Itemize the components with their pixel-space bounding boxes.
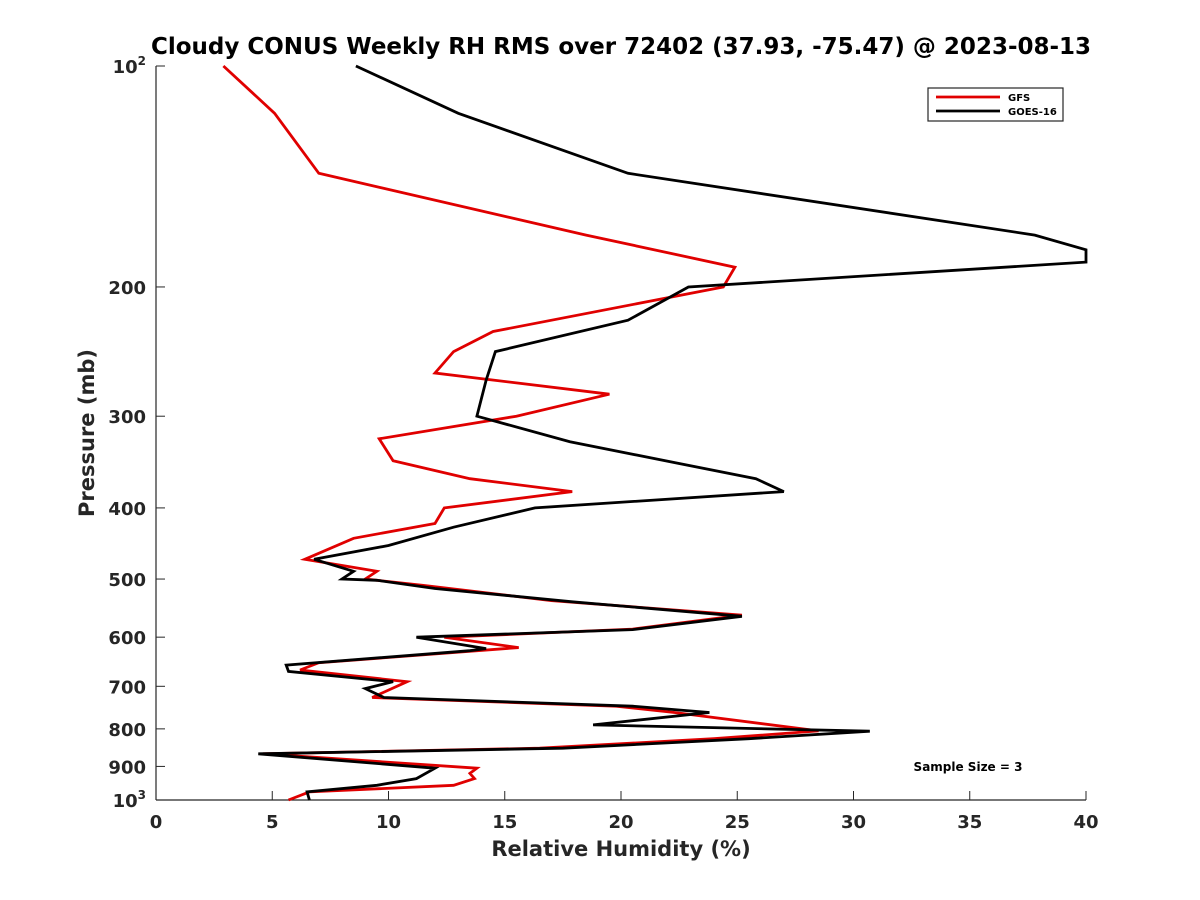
y-tick-base: 900 — [108, 757, 146, 778]
x-tick-label: 35 — [957, 812, 982, 833]
x-tick-label: 25 — [725, 812, 750, 833]
y-tick-label: 600 — [108, 628, 146, 649]
x-tick-label: 15 — [492, 812, 517, 833]
chart-title: Cloudy CONUS Weekly RH RMS over 72402 (3… — [151, 34, 1091, 60]
x-axis-label: Relative Humidity (%) — [491, 837, 750, 861]
legend-label: GOES-16 — [1008, 107, 1057, 118]
x-axis-ticks: 0 5 10 15 20 25 30 35 40 — [150, 791, 1099, 833]
y-tick-label: 400 — [108, 499, 146, 520]
x-tick-label: 5 — [266, 812, 279, 833]
y-tick-base: 800 — [108, 720, 146, 741]
x-tick-label: 20 — [608, 812, 633, 833]
x-tick-label: 0 — [150, 812, 163, 833]
y-tick-label: 800 — [108, 720, 146, 741]
series-group — [222, 64, 1088, 802]
y-tick-base: 10 — [113, 791, 138, 812]
y-tick-base: 400 — [108, 499, 146, 520]
y-tick-exponent: 3 — [138, 788, 146, 802]
y-tick-label: 300 — [108, 407, 146, 428]
y-tick-base: 300 — [108, 407, 146, 428]
y-axis-label: Pressure (mb) — [75, 349, 99, 517]
y-tick-base: 700 — [108, 677, 146, 698]
legend-label: GFS — [1008, 93, 1030, 104]
y-tick-base: 10 — [113, 57, 138, 78]
y-tick-label: 102 — [113, 54, 146, 78]
legend-box — [927, 87, 1064, 122]
y-tick-label: 200 — [108, 278, 146, 299]
y-tick-exponent: 2 — [138, 54, 146, 68]
legend: GFS GOES-16 — [927, 87, 1064, 122]
y-tick-label: 103 — [113, 788, 146, 812]
y-tick-label: 500 — [108, 570, 146, 591]
x-tick-label: 30 — [841, 812, 866, 833]
y-tick-label: 700 — [108, 677, 146, 698]
sample-size-annotation: Sample Size = 3 — [914, 760, 1023, 774]
y-tick-base: 500 — [108, 570, 146, 591]
y-tick-base: 200 — [108, 278, 146, 299]
series-line-goes-16 — [258, 64, 1088, 801]
x-tick-label: 40 — [1073, 812, 1098, 833]
y-tick-label: 900 — [108, 757, 146, 778]
x-tick-label: 10 — [376, 812, 401, 833]
y-tick-base: 600 — [108, 628, 146, 649]
